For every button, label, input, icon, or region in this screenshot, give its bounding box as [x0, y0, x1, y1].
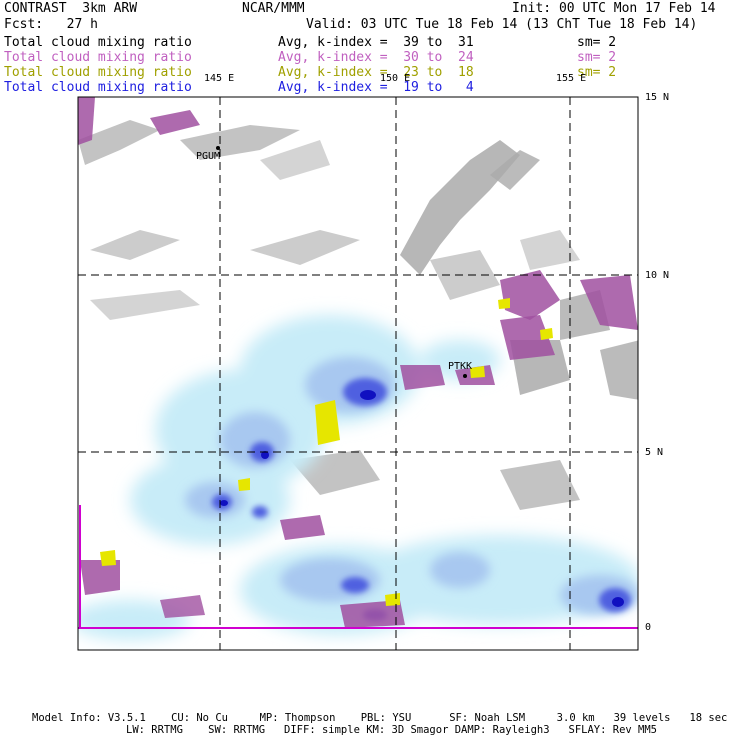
- mid-cloud-layer: [78, 97, 638, 628]
- model-info-line-1: Model Info: V3.5.1 CU: No Cu MP: Thompso…: [32, 712, 728, 724]
- legend-sm-3: sm= 2: [577, 65, 617, 80]
- legend-avg-4: Avg, k-index = 19 to 4: [278, 80, 474, 95]
- legend-sm-2: sm= 2: [577, 50, 617, 65]
- station-marker-ptkk: [463, 374, 467, 378]
- forecast-hour: Fcst: 27 h: [4, 17, 98, 32]
- lat-label-equator: 0: [645, 622, 652, 633]
- lon-label-150e: 150 E: [380, 73, 411, 84]
- legend-field-2: Total cloud mixing ratio: [4, 50, 192, 65]
- lat-label-15n: 15 N: [645, 92, 670, 103]
- high-cloud-core-layer: [220, 390, 624, 607]
- map-frame: [77, 96, 639, 651]
- init-time: Init: 00 UTC Mon 17 Feb 14: [512, 1, 716, 16]
- lon-label-145e: 145 E: [204, 73, 235, 84]
- lat-label-5n: 5 N: [645, 447, 664, 458]
- legend-avg-2: Avg, k-index = 30 to 24: [278, 50, 474, 65]
- model-title: CONTRAST 3km ARW: [4, 1, 138, 16]
- legend-field-4: Total cloud mixing ratio: [4, 80, 192, 95]
- legend-field-3: Total cloud mixing ratio: [4, 65, 192, 80]
- center-label: NCAR/MMM: [242, 1, 305, 16]
- station-label-ptkk: PTKK: [448, 361, 473, 372]
- station-marker-pgum: [216, 146, 220, 150]
- model-info-line-2: LW: RRTMG SW: RRTMG DIFF: simple KM: 3D …: [126, 724, 658, 736]
- station-label-pgum: PGUM: [196, 151, 221, 162]
- legend-field-1: Total cloud mixing ratio: [4, 35, 192, 50]
- lat-label-10n: 10 N: [645, 270, 670, 281]
- legend-avg-3: Avg, k-index = 23 to 18: [278, 65, 474, 80]
- lon-label-155e: 155 E: [556, 73, 587, 84]
- lat-lon-grid: [78, 97, 638, 650]
- legend-sm-1: sm= 2: [577, 35, 617, 50]
- valid-time: Valid: 03 UTC Tue 18 Feb 14 (13 ChT Tue …: [306, 17, 698, 32]
- legend-avg-1: Avg, k-index = 39 to 31: [278, 35, 474, 50]
